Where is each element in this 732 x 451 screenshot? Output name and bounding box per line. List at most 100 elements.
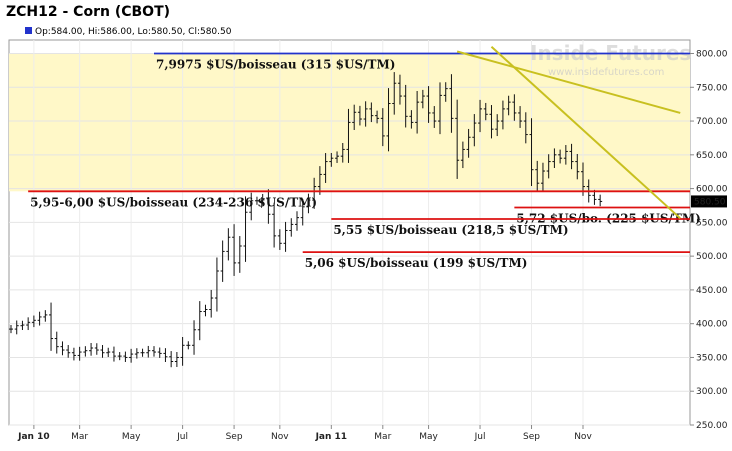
ohlc-bar [43,310,48,322]
y-tick-label: 750.00 [696,83,728,93]
ohlc-bar [146,345,151,358]
ohlc-bar [77,346,82,361]
ohlc-bar [192,320,197,355]
ohlc-bar [569,143,574,170]
ohlc-bar [94,343,99,355]
x-tick-label: Nov [574,432,592,442]
ohlc-marker-icon [25,27,32,34]
ohlc-bar [483,102,488,121]
y-axis: 250.00 300.00 350.00 400.00 450.00 500.00 550.… [690,50,728,431]
ohlc-bar [489,105,494,139]
ohlc-bar [563,145,568,165]
ohlc-bar [174,351,179,367]
ohlc-bar [140,348,145,357]
ohlc-bar [283,221,288,252]
x-tick-label: Jul [474,432,486,442]
gridlines [9,40,690,426]
x-tick-label: Sep [523,432,540,442]
ohlc-bar [197,301,202,341]
last-price-value: 580.50 [694,197,726,207]
ohlc-bar [546,154,551,179]
ohlc-bar [37,311,42,326]
ohlc-bar [106,347,111,358]
x-tick-label: Nov [271,432,289,442]
ohlc-bar [272,202,277,248]
ohlc-bar [460,141,465,169]
ohlc-bar [369,102,374,123]
ohlc-bar [386,88,391,152]
ohlc-bar [512,94,517,121]
ohlc-bar [60,341,65,356]
ohlc-bar [438,82,442,135]
ohlc-bar [529,118,534,187]
ohlc-bar [466,128,471,158]
ohlc-bar [443,82,448,102]
ohlc-bar [169,351,174,368]
x-tick-label: Mar [374,432,391,442]
ohlc-bar [472,114,477,147]
ohlc-bar [83,346,88,357]
ohlc-bar [518,106,523,128]
ohlc-bar [26,317,31,331]
trendline [456,50,681,114]
ohlc-bar [581,162,585,196]
ohlc-bar [357,105,362,126]
ohlc-bar [66,345,71,358]
ohlc-bar [592,189,597,205]
ohlc-bar [340,143,345,163]
last-price-box [691,195,727,208]
ohlc-bar [243,196,248,262]
ohlc-bar [9,325,13,334]
ohlc-bar [300,198,305,226]
last-price-tag: 580.50 [691,195,727,208]
ohlc-bar [363,101,368,127]
ohlc-bar [180,336,185,366]
ohlc-bar [117,352,122,361]
ohlc-bar [220,240,225,282]
x-tick-label: Mar [71,432,88,442]
ohlc-bar [214,257,219,312]
ohlc-bar [375,110,380,124]
ohlc-bar [209,289,214,318]
y-tick-label: 500.00 [696,252,728,262]
ohlc-bar [323,153,328,183]
ohlc-bar [14,320,19,335]
ohlc-bar [100,345,105,358]
y-tick-label: 250.00 [696,421,728,431]
ohlc-bar [49,302,54,351]
support-resistance-lines: 7,9975 $US/boisseau (315 $US/TM) 5,95-6,0… [28,52,701,270]
ohlc-bar [249,192,254,221]
y-tick-label: 300.00 [696,387,728,397]
ohlc-bar [329,152,334,167]
ohlc-bar [552,148,557,168]
ohlc-bar [226,228,231,261]
ohlc-bar [335,151,340,163]
ohlc-bar [71,347,76,361]
ohlc-bar [266,189,271,224]
ohlc-bar [500,100,505,130]
level-label: 5,06 $US/boisseau (199 $US/TM) [305,256,528,270]
ohlc-bar [277,229,282,250]
ohlc-bar [295,211,299,231]
y-tick-label: 400.00 [696,320,728,330]
ohlc-bar [397,74,402,105]
ohlc-bar [20,320,25,330]
ohlc-bar [409,110,414,129]
ohlc-bar [426,86,431,123]
x-tick-label: Jul [176,432,188,442]
ohlc-bar [289,218,294,237]
ohlc-values: Op:584.00, Hi:586.00, Lo:580.50, Cl:580.… [35,27,232,37]
x-tick-label: May [122,432,141,442]
ohlc-bar [89,343,94,356]
ohlc-bar [203,304,208,317]
trendline [490,46,681,220]
ohlc-bar [449,74,454,133]
y-tick-label: 450.00 [696,286,728,296]
x-axis: Jan 10 Mar May Jul Sep Nov Jan 11 Mar May Jul Sep N… [17,425,592,442]
ohlc-bar [260,193,265,206]
ohlc-bar [312,177,317,209]
ohlc-bar [506,95,511,116]
chart-title: ZCH12 - Corn (CBOT) [6,4,171,20]
y-tick-label: 650.00 [696,151,728,161]
ohlc-bar [111,346,116,362]
